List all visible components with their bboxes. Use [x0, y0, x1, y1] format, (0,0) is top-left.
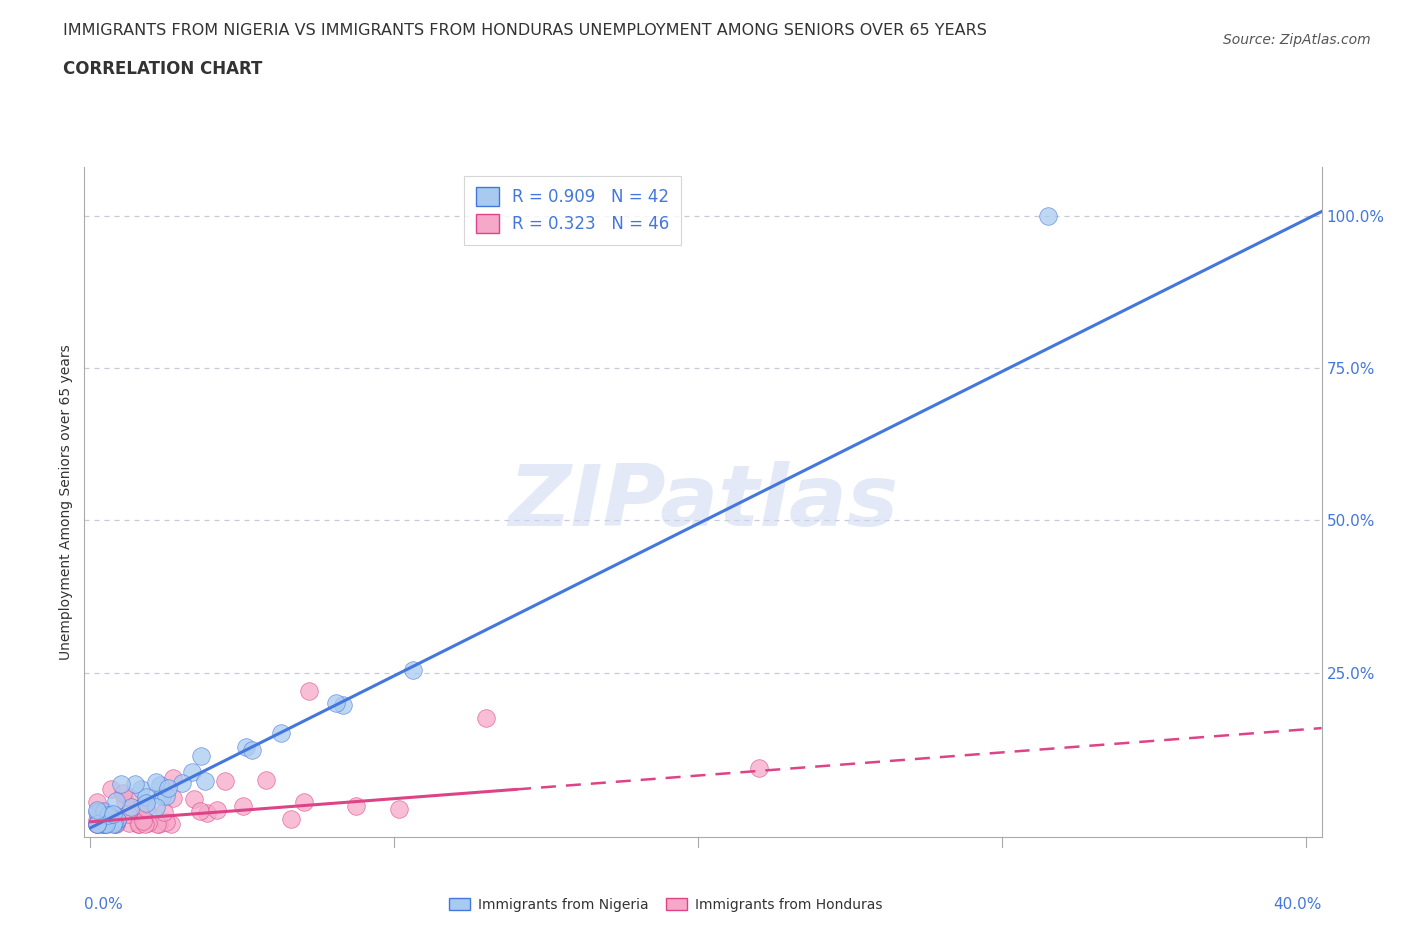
- Text: 40.0%: 40.0%: [1274, 897, 1322, 912]
- Point: [86, 803, 108, 817]
- Point: [188, 804, 211, 818]
- Point: [332, 698, 354, 712]
- Point: [190, 749, 212, 764]
- Point: [103, 816, 125, 830]
- Point: [86, 813, 108, 828]
- Point: [134, 817, 156, 831]
- Point: [270, 725, 292, 740]
- Point: [1036, 208, 1059, 223]
- Point: [118, 816, 141, 830]
- Point: [124, 777, 146, 791]
- Point: [96, 817, 118, 831]
- Point: [149, 777, 172, 792]
- Point: [183, 791, 205, 806]
- Point: [105, 813, 128, 828]
- Point: [155, 788, 177, 803]
- Point: [98, 816, 121, 830]
- Point: [118, 790, 141, 804]
- Point: [231, 799, 253, 814]
- Point: [86, 817, 108, 831]
- Point: [150, 789, 173, 804]
- Y-axis label: Unemployment Among Seniors over 65 years: Unemployment Among Seniors over 65 years: [59, 344, 73, 660]
- Text: Source: ZipAtlas.com: Source: ZipAtlas.com: [1223, 33, 1371, 46]
- Point: [280, 811, 302, 826]
- Point: [153, 804, 176, 819]
- Point: [146, 817, 169, 831]
- Point: [86, 817, 108, 831]
- Point: [748, 760, 770, 775]
- Point: [235, 739, 257, 754]
- Point: [104, 817, 127, 831]
- Point: [103, 806, 125, 821]
- Point: [101, 817, 124, 831]
- Point: [194, 774, 217, 789]
- Point: [93, 804, 115, 818]
- Point: [292, 795, 315, 810]
- Point: [157, 781, 180, 796]
- Point: [104, 793, 127, 808]
- Point: [86, 804, 108, 819]
- Point: [162, 771, 184, 786]
- Legend: Immigrants from Nigeria, Immigrants from Honduras: Immigrants from Nigeria, Immigrants from…: [444, 892, 889, 917]
- Point: [93, 817, 115, 831]
- Point: [132, 813, 155, 828]
- Point: [100, 781, 122, 796]
- Point: [474, 711, 496, 725]
- Point: [87, 804, 110, 819]
- Point: [388, 802, 411, 817]
- Point: [162, 790, 184, 805]
- Point: [145, 775, 167, 790]
- Point: [135, 790, 157, 804]
- Point: [344, 799, 367, 814]
- Point: [195, 806, 218, 821]
- Point: [103, 807, 125, 822]
- Point: [181, 764, 204, 779]
- Point: [214, 774, 236, 789]
- Point: [86, 817, 108, 831]
- Point: [134, 795, 156, 810]
- Point: [91, 817, 114, 831]
- Point: [91, 817, 114, 831]
- Point: [114, 793, 136, 808]
- Point: [135, 801, 157, 816]
- Point: [170, 776, 193, 790]
- Point: [104, 817, 127, 831]
- Point: [112, 786, 135, 801]
- Point: [254, 772, 277, 787]
- Point: [117, 806, 139, 821]
- Point: [148, 817, 170, 831]
- Point: [96, 813, 118, 828]
- Point: [325, 696, 347, 711]
- Point: [129, 800, 152, 815]
- Point: [96, 817, 118, 831]
- Point: [97, 807, 120, 822]
- Point: [110, 777, 132, 791]
- Point: [128, 817, 150, 831]
- Text: ZIPatlas: ZIPatlas: [508, 460, 898, 544]
- Point: [145, 800, 167, 815]
- Text: CORRELATION CHART: CORRELATION CHART: [63, 60, 263, 78]
- Point: [131, 781, 153, 796]
- Point: [298, 684, 321, 698]
- Text: IMMIGRANTS FROM NIGERIA VS IMMIGRANTS FROM HONDURAS UNEMPLOYMENT AMONG SENIORS O: IMMIGRANTS FROM NIGERIA VS IMMIGRANTS FR…: [63, 23, 987, 38]
- Point: [240, 742, 263, 757]
- Text: 0.0%: 0.0%: [84, 897, 124, 912]
- Point: [159, 817, 181, 831]
- Point: [97, 807, 120, 822]
- Point: [127, 817, 149, 831]
- Point: [98, 807, 121, 822]
- Point: [155, 815, 177, 830]
- Point: [120, 800, 142, 815]
- Point: [402, 663, 425, 678]
- Point: [86, 817, 108, 831]
- Point: [138, 816, 160, 830]
- Point: [91, 804, 114, 819]
- Point: [105, 813, 128, 828]
- Point: [205, 803, 228, 817]
- Point: [89, 808, 111, 823]
- Point: [86, 794, 108, 809]
